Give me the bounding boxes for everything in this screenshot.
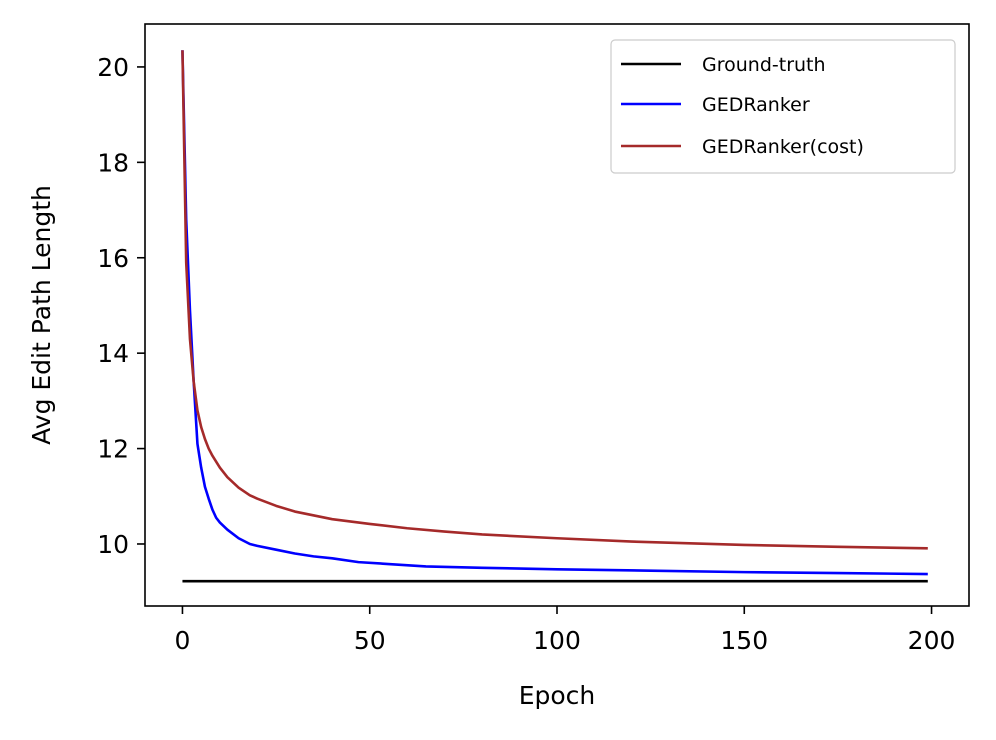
x-tick-label: 100 (533, 626, 581, 655)
y-tick-label: 12 (97, 435, 129, 464)
x-tick-label: 0 (175, 626, 191, 655)
legend-box (610, 39, 956, 174)
legend-entries: Ground-truth GEDRanker GEDRanker(cost) (621, 54, 864, 158)
y-tick-label: 16 (97, 244, 129, 273)
series-line-gedranker-cost (181, 50, 928, 550)
legend-label: GEDRanker(cost) (702, 136, 864, 158)
x-tick-label: 150 (720, 626, 768, 655)
x-axis-ticks: 0 50 100 150 200 (175, 606, 956, 655)
legend: Ground-truth GEDRanker GEDRanker(cost) (610, 39, 956, 174)
x-tick-label: 200 (908, 626, 956, 655)
series-line-gedranker (181, 50, 928, 576)
y-tick-label: 18 (97, 148, 129, 177)
y-tick-label: 14 (97, 339, 129, 368)
y-tick-label: 20 (97, 53, 129, 82)
y-axis-label: Avg Edit Path Length (27, 185, 56, 445)
legend-label: GEDRanker (702, 94, 810, 116)
y-axis-ticks: 10 12 14 16 18 20 (97, 53, 145, 559)
y-tick-label: 10 (97, 530, 129, 559)
plot-lines (181, 50, 928, 583)
legend-label: Ground-truth (702, 54, 826, 76)
x-axis-label: Epoch (519, 681, 596, 710)
x-tick-label: 50 (354, 626, 386, 655)
